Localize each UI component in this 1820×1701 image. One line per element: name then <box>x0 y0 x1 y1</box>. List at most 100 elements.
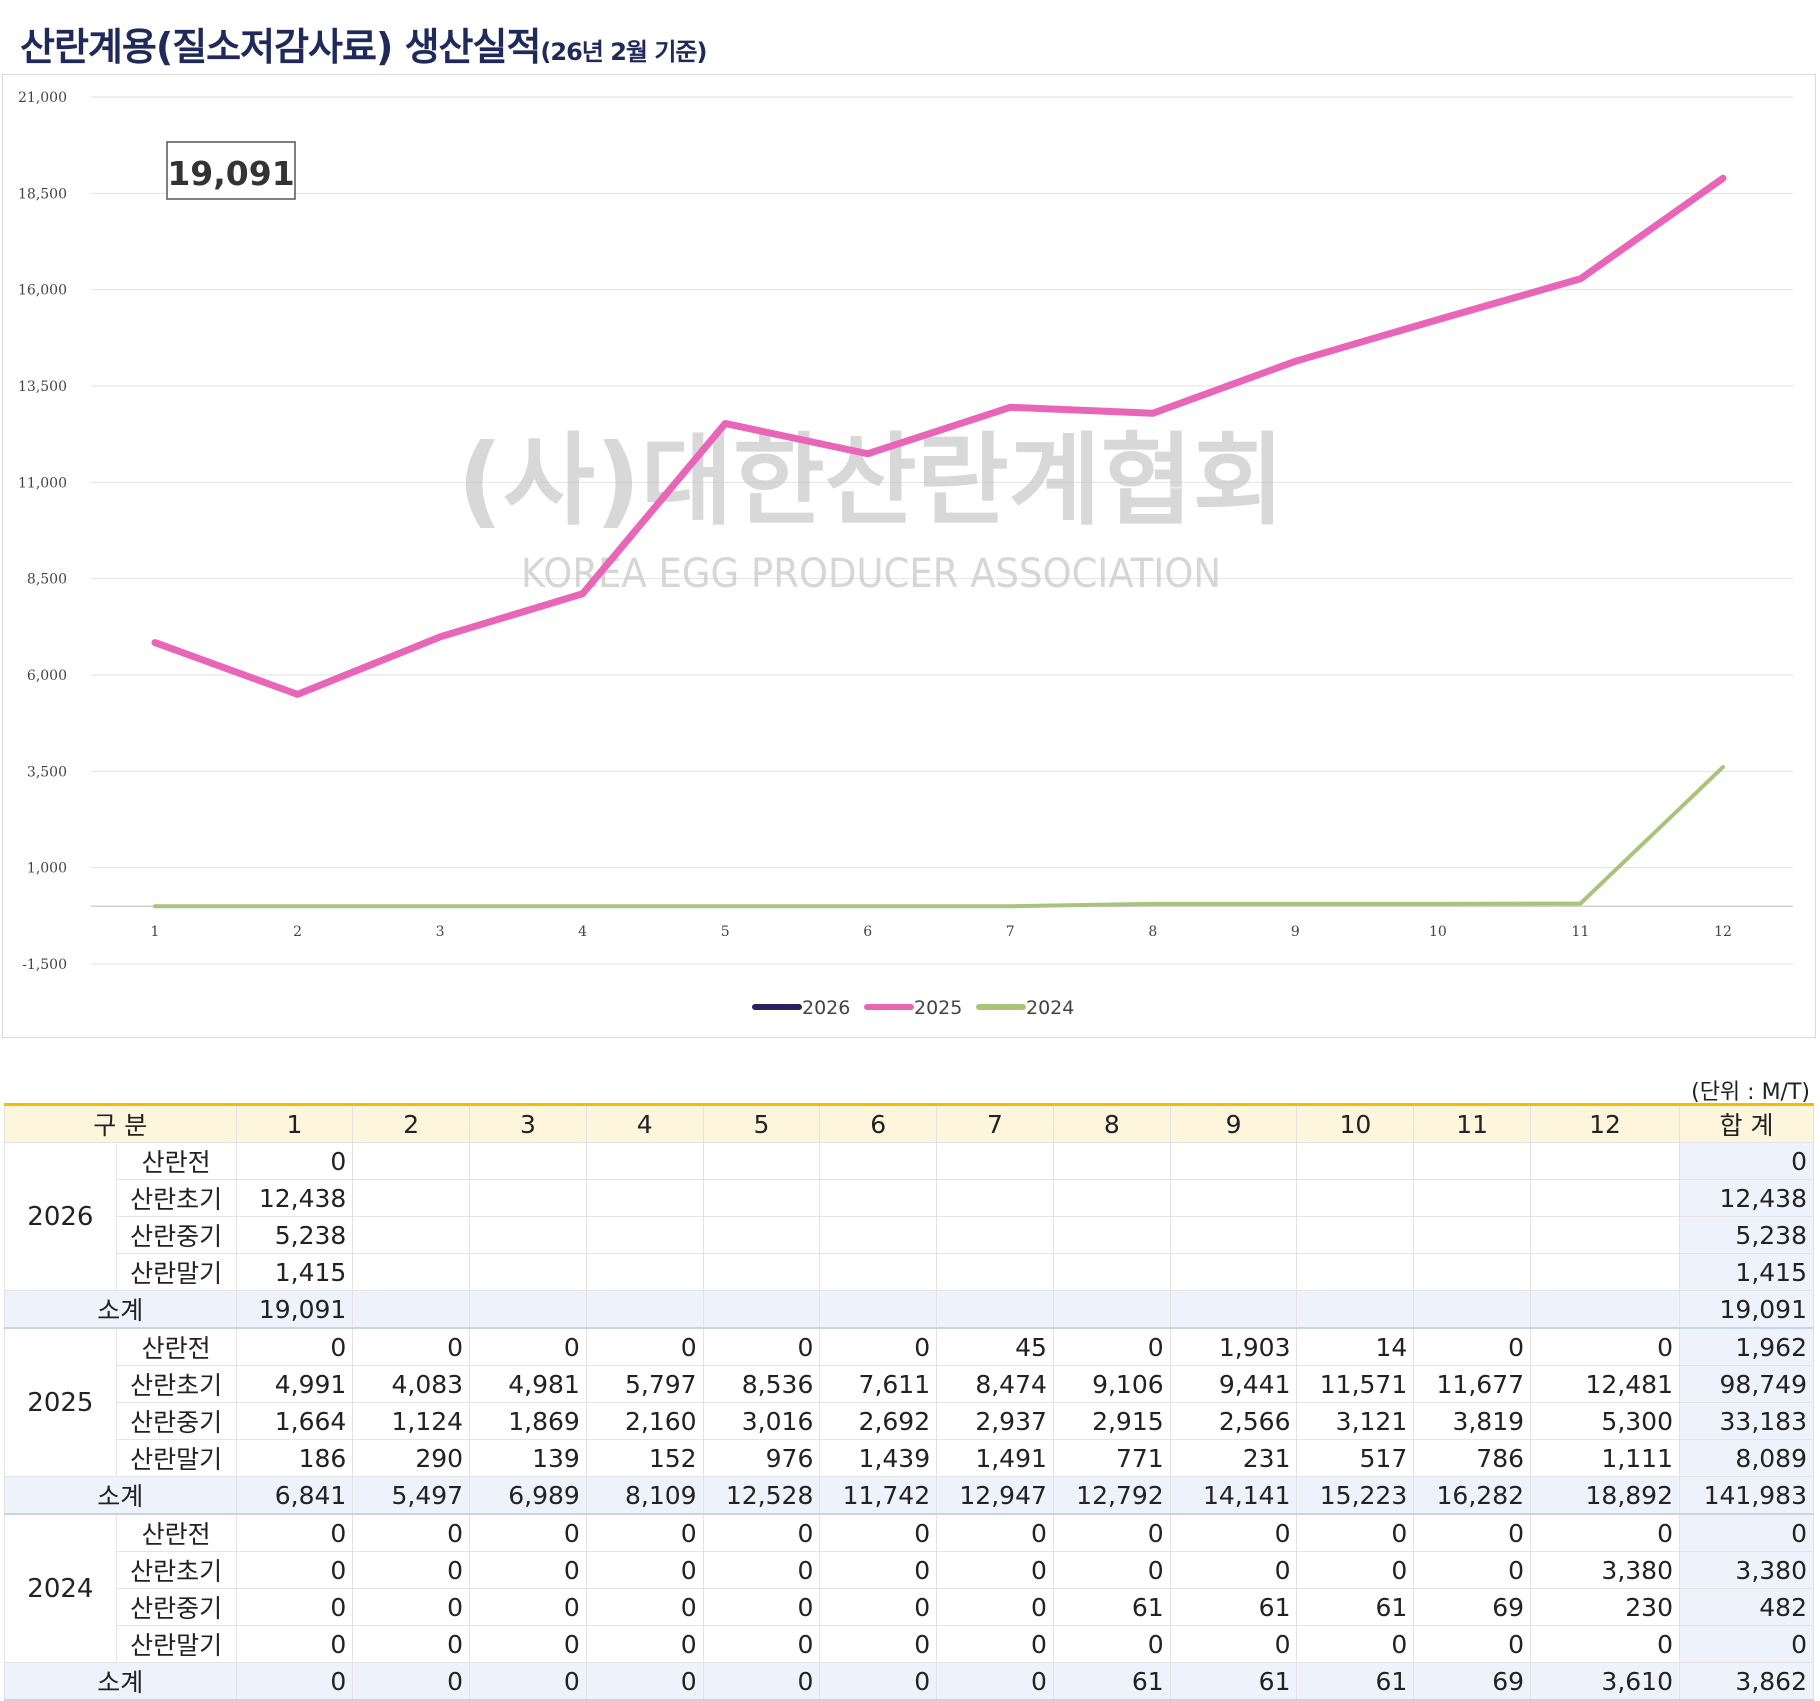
value-cell: 0 <box>586 1328 703 1366</box>
value-cell <box>470 1217 587 1254</box>
value-cell <box>937 1143 1054 1180</box>
subtotal-value-cell <box>470 1291 587 1329</box>
total-cell: 8,089 <box>1680 1440 1814 1477</box>
value-cell <box>703 1143 820 1180</box>
value-cell: 1,869 <box>470 1403 587 1440</box>
y-tick-label: 16,000 <box>18 283 67 299</box>
total-cell: 0 <box>1680 1143 1814 1180</box>
value-cell: 0 <box>820 1626 937 1663</box>
header-month: 8 <box>1053 1105 1170 1143</box>
value-cell: 0 <box>703 1328 820 1366</box>
value-cell: 0 <box>1531 1328 1680 1366</box>
subtotal-value-cell <box>1531 1291 1680 1329</box>
value-cell: 0 <box>470 1589 587 1626</box>
legend-label-2026: 2026 <box>802 997 850 1019</box>
value-cell: 0 <box>1414 1514 1531 1552</box>
header-month: 2 <box>353 1105 470 1143</box>
value-cell <box>937 1217 1054 1254</box>
value-cell: 0 <box>937 1626 1054 1663</box>
value-cell: 0 <box>1170 1552 1297 1589</box>
value-cell: 0 <box>937 1514 1054 1552</box>
total-cell: 3,380 <box>1680 1552 1814 1589</box>
x-tick-label: 9 <box>1291 924 1300 940</box>
subtotal-value-cell: 11,742 <box>820 1477 937 1515</box>
value-cell: 0 <box>937 1589 1054 1626</box>
value-cell <box>820 1180 937 1217</box>
x-tick-label: 6 <box>863 924 872 940</box>
value-cell <box>703 1180 820 1217</box>
header-total: 합 계 <box>1680 1105 1814 1143</box>
value-cell <box>1531 1254 1680 1291</box>
value-cell: 0 <box>1531 1514 1680 1552</box>
value-cell: 0 <box>586 1626 703 1663</box>
y-tick-label: -1,500 <box>22 957 67 973</box>
subtotal-value-cell: 69 <box>1414 1663 1531 1701</box>
subtotal-value-cell <box>1053 1291 1170 1329</box>
value-cell: 231 <box>1170 1440 1297 1477</box>
total-cell: 0 <box>1680 1514 1814 1552</box>
subtotal-value-cell: 61 <box>1297 1663 1414 1701</box>
value-cell: 230 <box>1531 1589 1680 1626</box>
value-cell <box>1414 1143 1531 1180</box>
chart-container: (사)대한산란계협회 KOREA EGG PRODUCER ASSOCIATIO… <box>2 74 1816 1038</box>
total-cell: 482 <box>1680 1589 1814 1626</box>
category-cell: 산란말기 <box>116 1626 236 1663</box>
value-cell <box>353 1217 470 1254</box>
value-cell <box>586 1143 703 1180</box>
subtotal-value-cell: 15,223 <box>1297 1477 1414 1515</box>
annotation-value: 19,091 <box>167 154 294 193</box>
x-tick-label: 10 <box>1429 924 1447 940</box>
year-cell: 2025 <box>5 1328 117 1477</box>
value-cell: 61 <box>1053 1589 1170 1626</box>
value-cell <box>1297 1180 1414 1217</box>
header-category: 구 분 <box>5 1105 237 1143</box>
value-cell: 1,111 <box>1531 1440 1680 1477</box>
value-cell <box>1170 1180 1297 1217</box>
value-cell: 1,415 <box>236 1254 353 1291</box>
value-cell: 5,797 <box>586 1366 703 1403</box>
y-tick-label: 13,500 <box>18 379 67 395</box>
subtotal-value-cell: 12,947 <box>937 1477 1054 1515</box>
value-cell: 3,016 <box>703 1403 820 1440</box>
value-cell: 771 <box>1053 1440 1170 1477</box>
subtotal-value-cell: 6,989 <box>470 1477 587 1515</box>
value-cell: 0 <box>703 1626 820 1663</box>
y-tick-label: 8,500 <box>27 572 67 588</box>
value-cell: 0 <box>353 1552 470 1589</box>
header-month: 6 <box>820 1105 937 1143</box>
value-cell: 4,981 <box>470 1366 587 1403</box>
category-cell: 산란전 <box>116 1328 236 1366</box>
value-cell: 0 <box>703 1552 820 1589</box>
value-cell: 0 <box>470 1626 587 1663</box>
value-cell: 0 <box>586 1552 703 1589</box>
header-month: 1 <box>236 1105 353 1143</box>
watermark-korean: (사)대한산란계협회 <box>457 422 1284 539</box>
watermark: (사)대한산란계협회 KOREA EGG PRODUCER ASSOCIATIO… <box>457 422 1284 597</box>
value-cell: 186 <box>236 1440 353 1477</box>
x-tick-label: 5 <box>721 924 730 940</box>
value-cell <box>470 1254 587 1291</box>
value-cell: 9,441 <box>1170 1366 1297 1403</box>
value-cell <box>703 1254 820 1291</box>
series-layer <box>155 178 1723 906</box>
value-cell: 786 <box>1414 1440 1531 1477</box>
subtotal-value-cell <box>703 1291 820 1329</box>
value-cell: 0 <box>1297 1626 1414 1663</box>
value-cell: 3,819 <box>1414 1403 1531 1440</box>
subtotal-value-cell: 18,892 <box>1531 1477 1680 1515</box>
category-cell: 산란말기 <box>116 1440 236 1477</box>
value-cell: 0 <box>820 1552 937 1589</box>
value-cell: 0 <box>1170 1626 1297 1663</box>
subtotal-value-cell: 0 <box>470 1663 587 1701</box>
value-cell: 61 <box>1170 1589 1297 1626</box>
value-cell: 0 <box>236 1328 353 1366</box>
